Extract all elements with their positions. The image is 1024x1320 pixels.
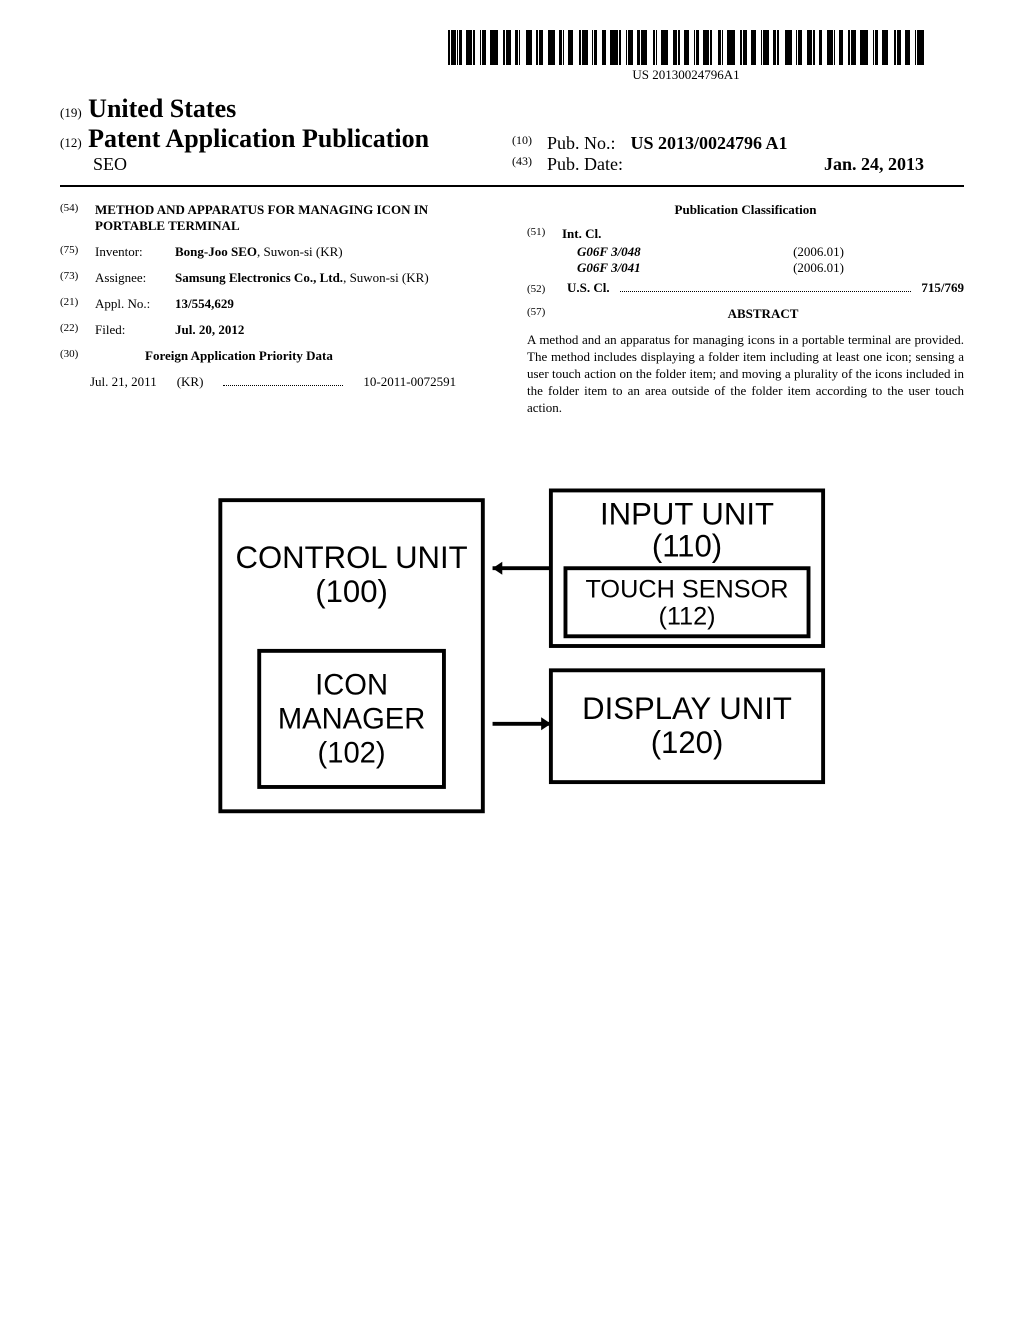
inventor-num: (75) [60,244,95,260]
int-cl-label: Int. Cl. [562,226,601,242]
left-column: (54) METHOD AND APPARATUS FOR MANAGING I… [60,202,497,416]
country-prefix: (19) [60,105,82,120]
svg-text:ICON: ICON [315,670,388,702]
int-cl-1-year: (2006.01) [793,244,964,260]
priority-dots [223,376,343,386]
int-cl-row-2: G06F 3/041 (2006.01) [527,260,964,276]
priority-num: 10-2011-0072591 [363,374,456,390]
abstract-label: ABSTRACT [562,306,964,322]
us-cl-dots [620,282,912,292]
filed-num: (22) [60,322,95,338]
int-cl-row-1: G06F 3/048 (2006.01) [527,244,964,260]
pub-no-label: Pub. No.: [547,133,616,154]
svg-text:DISPLAY UNIT: DISPLAY UNIT [582,691,792,726]
block-diagram: CONTROL UNIT(100) ICONMANAGER(102) INPUT U… [162,456,862,836]
pub-label: Patent Application Publication [88,124,429,153]
appl-num: (21) [60,296,95,312]
assignee-body: Samsung Electronics Co., Ltd., Suwon-si … [175,270,429,286]
svg-text:(110): (110) [652,529,722,564]
pub-date-value: Jan. 24, 2013 [824,154,924,175]
author-line: SEO [60,154,512,175]
filed-value: Jul. 20, 2012 [175,322,244,338]
priority-country: (KR) [177,374,204,390]
pub-no-prefix: (10) [512,133,532,154]
svg-text:(120): (120) [651,725,724,760]
inventor-loc: , Suwon-si (KR) [257,244,343,259]
assignee-loc: , Suwon-si (KR) [343,270,429,285]
svg-text:TOUCH SENSOR: TOUCH SENSOR [585,576,788,604]
appl-value: 13/554,629 [175,296,234,312]
priority-row: Jul. 21, 2011 (KR) 10-2011-0072591 [60,374,497,390]
foreign-label: Foreign Application Priority Data [95,348,333,364]
barcode-section: US 20130024796A1 [60,30,964,84]
pub-no-row: (10) Pub. No.: US 2013/0024796 A1 [512,133,964,154]
svg-text:MANAGER: MANAGER [278,704,425,736]
title-num: (54) [60,202,95,234]
classification-heading: Publication Classification [527,202,964,218]
abstract-num: (57) [527,306,562,322]
int-cl-1-code: G06F 3/048 [542,244,641,260]
inventor-label: Inventor: [95,244,175,260]
svg-text:(102): (102) [318,738,386,770]
right-column: Publication Classification (51) Int. Cl.… [527,202,964,416]
svg-text:(112): (112) [658,603,715,631]
inventor-body: Bong-Joo SEO, Suwon-si (KR) [175,244,343,260]
country-line: (19) United States [60,94,512,124]
svg-text:(100): (100) [315,575,388,610]
int-cl-2-year: (2006.01) [793,260,964,276]
inventor-name: Bong-Joo SEO [175,244,257,259]
priority-date: Jul. 21, 2011 [90,374,157,390]
pub-date-prefix: (43) [512,154,532,175]
country-name: United States [88,94,236,123]
assignee-num: (73) [60,270,95,286]
foreign-num: (30) [60,348,95,364]
figure-container: CONTROL UNIT(100) ICONMANAGER(102) INPUT U… [60,456,964,836]
pub-no-value: US 2013/0024796 A1 [631,133,788,154]
us-cl-value: 715/769 [921,280,964,296]
header-divider [60,185,964,187]
header-left: (19) United States (12) Patent Applicati… [60,94,512,175]
int-cl-num: (51) [527,226,562,242]
barcode: US 20130024796A1 [448,30,924,83]
assignee-label: Assignee: [95,270,175,286]
publication-line: (12) Patent Application Publication [60,124,512,154]
assignee-name: Samsung Electronics Co., Ltd. [175,270,343,285]
barcode-text: US 20130024796A1 [448,67,924,83]
patent-title: METHOD AND APPARATUS FOR MANAGING ICON I… [95,202,497,234]
int-cl-2-code: G06F 3/041 [542,260,641,276]
filed-label: Filed: [95,322,175,338]
us-cl-label: U.S. Cl. [567,280,610,296]
appl-label: Appl. No.: [95,296,175,312]
abstract-text: A method and an apparatus for managing i… [527,332,964,416]
pub-date-row: (43) Pub. Date: Jan. 24, 2013 [512,154,964,175]
pub-date-label: Pub. Date: [547,154,623,175]
us-cl-num: (52) [527,283,562,295]
pub-prefix: (12) [60,135,82,150]
header-right: (10) Pub. No.: US 2013/0024796 A1 (43) P… [512,133,964,175]
svg-text:CONTROL UNIT: CONTROL UNIT [235,541,467,576]
svg-text:INPUT UNIT: INPUT UNIT [600,497,774,532]
barcode-bars [448,30,924,65]
